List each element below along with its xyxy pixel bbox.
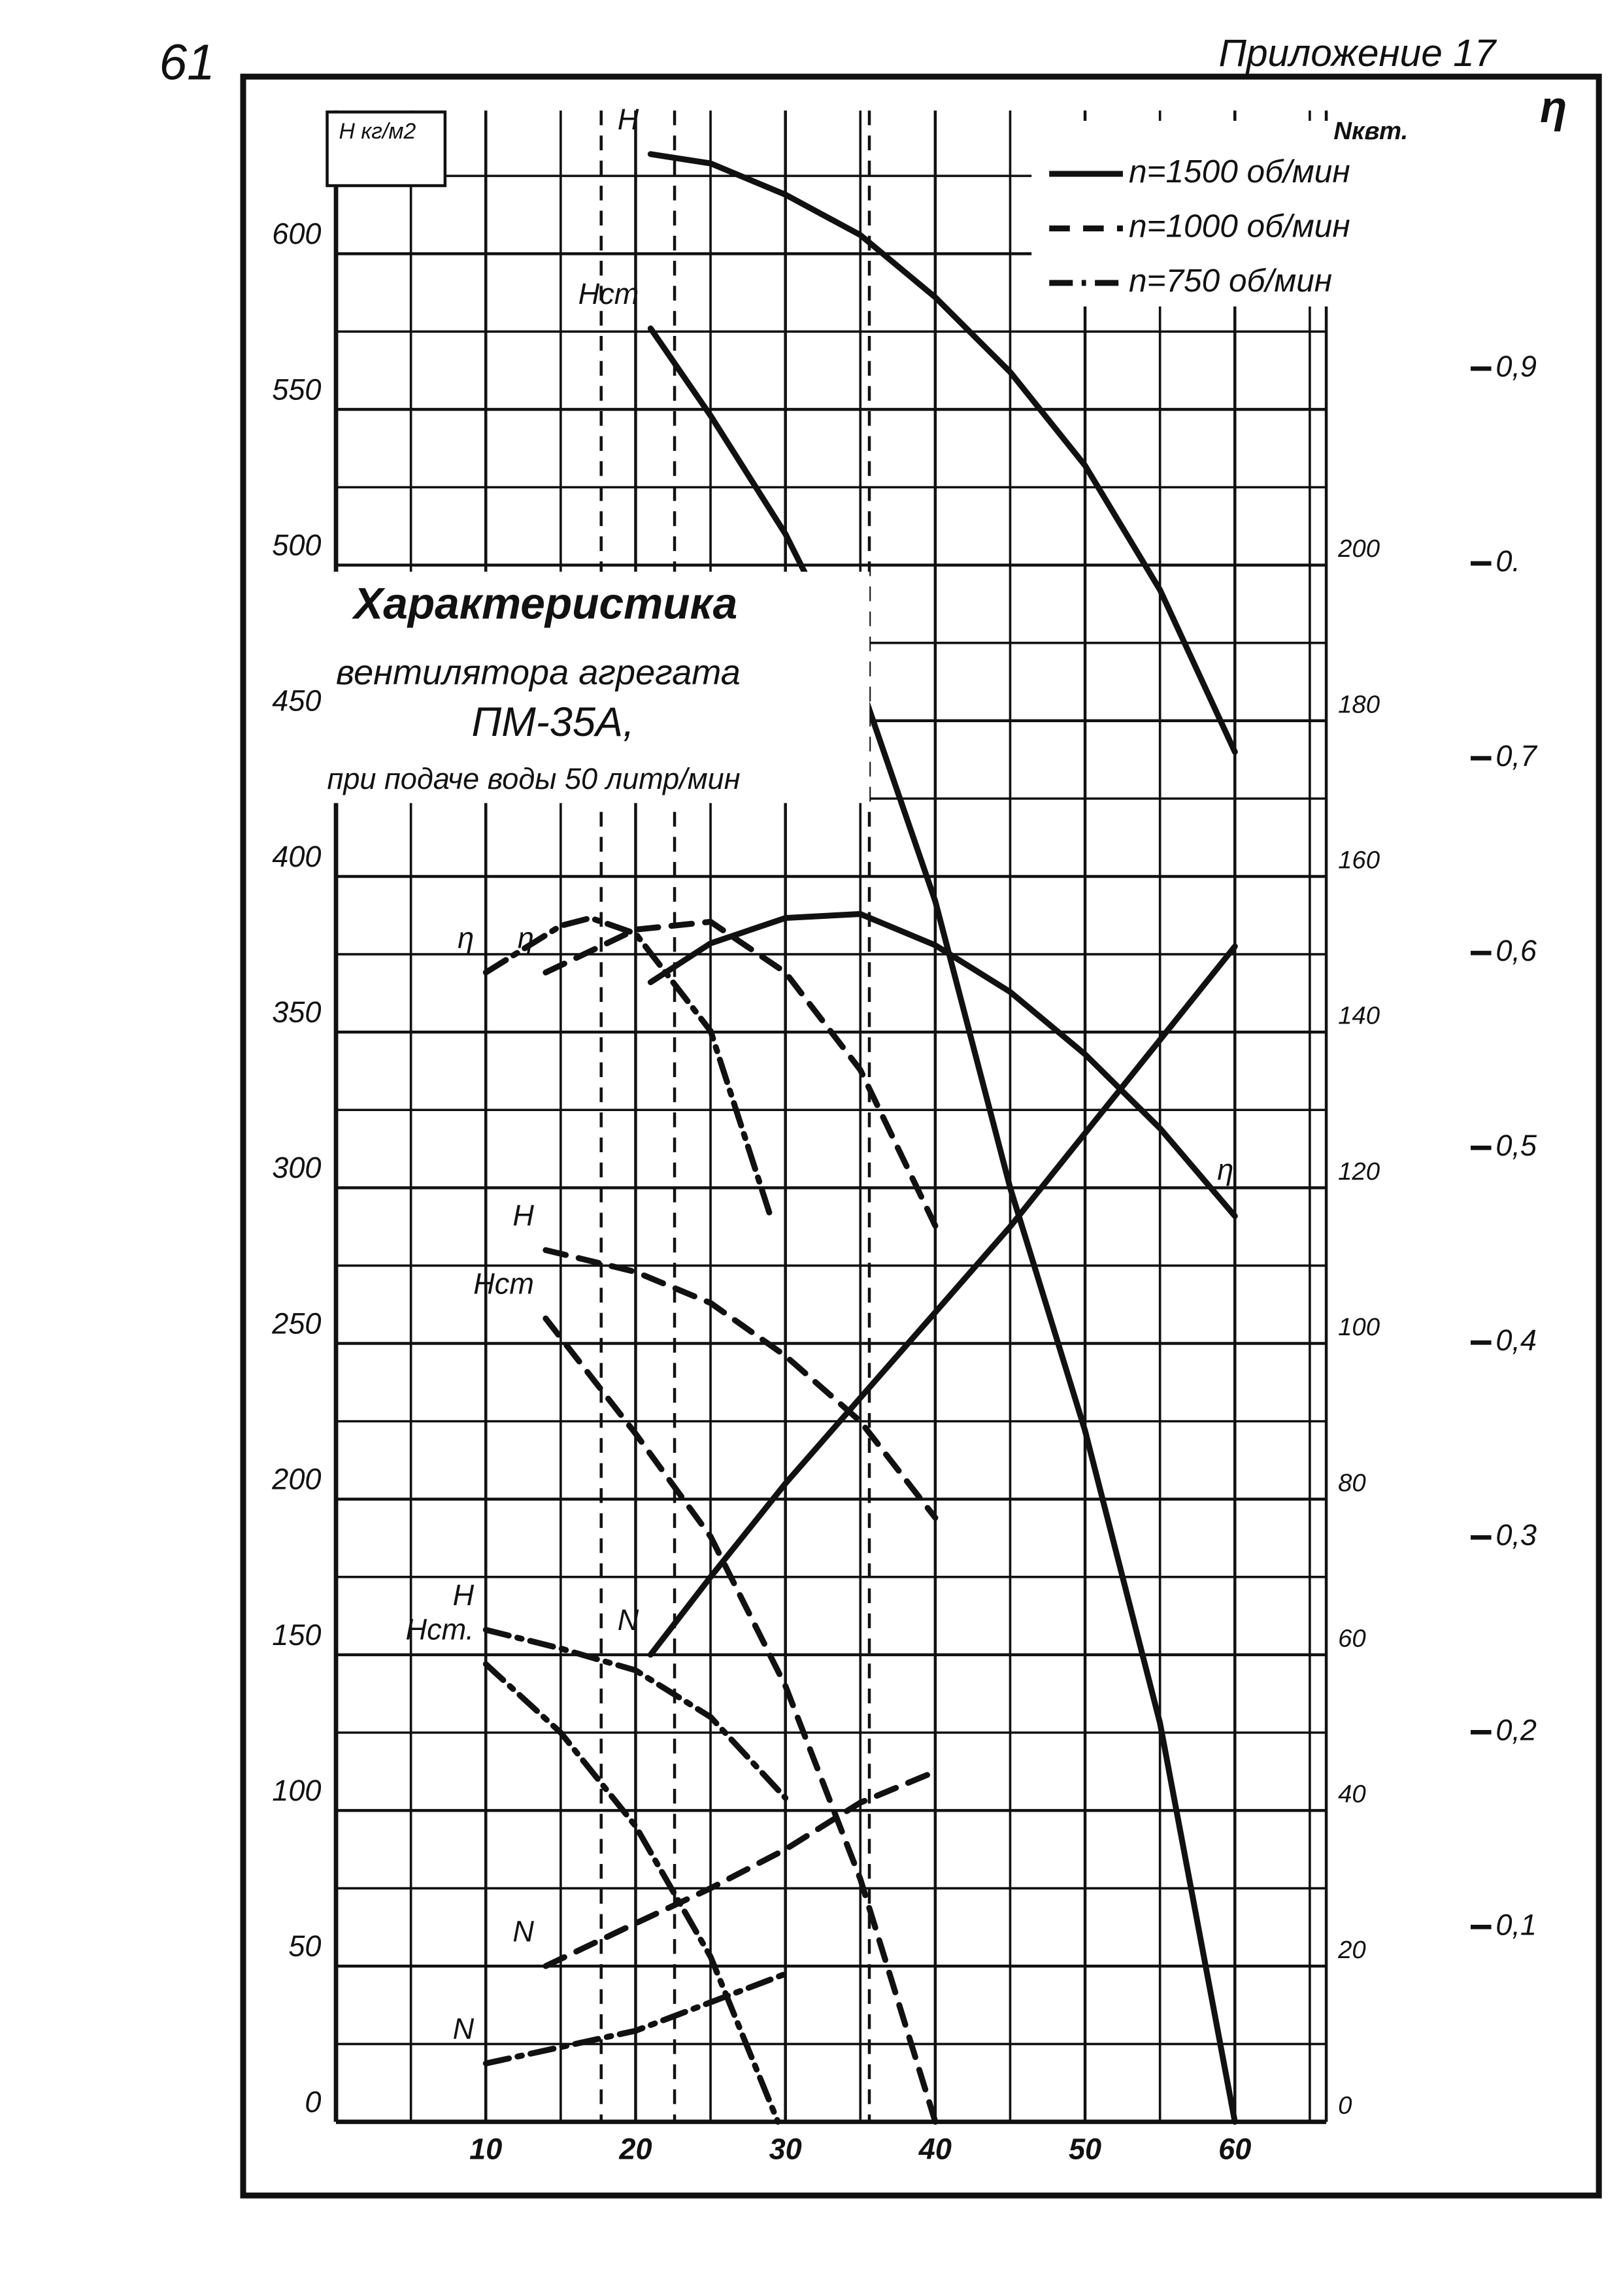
series-line: [543, 1769, 939, 1969]
curve-label: H: [618, 103, 639, 136]
y2-tick-label: 40: [1338, 1780, 1366, 1808]
title-box: [327, 571, 870, 803]
curve-label: H: [512, 1199, 534, 1232]
series-line: [647, 325, 1238, 2125]
series-line: [543, 1247, 939, 1521]
y2-tick-label: 120: [1338, 1157, 1380, 1186]
y2-tick-label: 200: [1337, 535, 1380, 563]
series-line: [482, 1971, 789, 2067]
y-tick-label: 100: [272, 1774, 321, 1807]
title-line: ПМ-35А,: [471, 699, 634, 745]
curve-label: Hст: [473, 1267, 534, 1301]
y-axis-label: H кг/м2: [339, 119, 416, 144]
x-tick-label: 40: [918, 2132, 952, 2165]
y2-tick-label: 100: [1338, 1313, 1380, 1341]
y-tick-label: 350: [272, 995, 321, 1029]
y3-tick-label: 0,5: [1496, 1129, 1537, 1162]
series-line: [482, 1627, 789, 1801]
legend-label: n=750 об/мин: [1129, 262, 1332, 299]
y-tick-label: 0: [305, 2085, 321, 2118]
frame: [240, 73, 1602, 2199]
page-number: 61: [159, 35, 215, 91]
y2-tick-label: 140: [1338, 1002, 1380, 1030]
curve-label: N: [618, 1603, 639, 1637]
y-tick-label: 400: [272, 840, 321, 873]
series-line: [482, 1661, 781, 2125]
y3-tick-label: 0,4: [1496, 1323, 1537, 1357]
legend-label: n=1500 об/мин: [1129, 153, 1350, 190]
y-tick-label: 150: [272, 1618, 321, 1652]
grid: 10 20 30 40 50 600501001502002503003504004505…: [271, 110, 1538, 2165]
legend-label: n=1000 об/мин: [1129, 208, 1350, 244]
series-line: [482, 914, 774, 1220]
y3-tick-label: 0,7: [1496, 739, 1538, 773]
y-tick-label: 600: [272, 217, 321, 250]
x-tick-label: 50: [1069, 2132, 1101, 2165]
curve-label: H: [453, 1578, 475, 1612]
y3-axis-label: η: [1540, 83, 1567, 132]
x-tick-label: 10: [469, 2132, 502, 2165]
y-tick-label: 300: [272, 1151, 321, 1184]
y-tick-label: 450: [272, 684, 321, 718]
series-line: [647, 943, 1238, 1658]
curve-label: η: [458, 921, 474, 954]
curve-label: N: [453, 2012, 475, 2045]
y-tick-label: 200: [271, 1463, 321, 1496]
y-tick-label: 50: [288, 1929, 321, 1963]
series-line: [647, 151, 1238, 755]
x-tick-label: 60: [1218, 2132, 1251, 2165]
y3-tick-label: 0.: [1496, 544, 1520, 578]
x-tick-label: 30: [769, 2132, 802, 2165]
curve-label: N: [512, 1915, 534, 1948]
y2-tick-label: 60: [1338, 1624, 1366, 1652]
y2-tick-label: 160: [1338, 846, 1380, 874]
title-line: вентилятора агрегата: [336, 653, 741, 692]
y-tick-label: 550: [272, 373, 321, 406]
y2-tick-label: 0: [1338, 2091, 1352, 2120]
y2-tick-label: 20: [1337, 1936, 1366, 1964]
y-label-box: [326, 110, 447, 188]
y3-tick-label: 0,3: [1496, 1518, 1537, 1552]
y-tick-label: 500: [272, 528, 321, 561]
y3-tick-label: 0,2: [1496, 1713, 1537, 1746]
curve-label: Hст: [578, 277, 639, 310]
y3-tick-label: 0,1: [1496, 1908, 1537, 1941]
series-line: [543, 1315, 939, 2125]
title-line: при подаче воды 50 литр/мин: [327, 762, 741, 795]
series-line: [543, 918, 939, 1229]
y2-tick-label: 180: [1338, 690, 1380, 718]
title-line: Характеристика: [351, 580, 737, 629]
appendix-label: Приложение 17: [1218, 32, 1497, 75]
curve-label: η: [1217, 1153, 1233, 1186]
legend-box: [1031, 120, 1331, 307]
y2-axis-label: Nквт.: [1333, 117, 1408, 145]
series-line: [647, 910, 1238, 1220]
y3-tick-label: 0,6: [1496, 934, 1537, 967]
y-tick-label: 250: [271, 1306, 321, 1340]
curve-label: Hст.: [406, 1613, 475, 1646]
x-tick-label: 20: [618, 2132, 652, 2165]
y2-tick-label: 80: [1338, 1469, 1366, 1497]
y3-tick-label: 0,9: [1496, 350, 1537, 383]
legend: n=1500 об/мин n=1000 об/мин n=750 об/мин: [1049, 153, 1350, 299]
